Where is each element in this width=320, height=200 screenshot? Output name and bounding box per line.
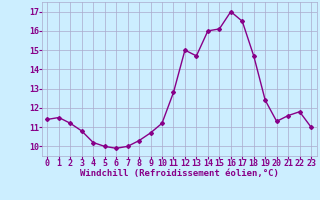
X-axis label: Windchill (Refroidissement éolien,°C): Windchill (Refroidissement éolien,°C): [80, 169, 279, 178]
